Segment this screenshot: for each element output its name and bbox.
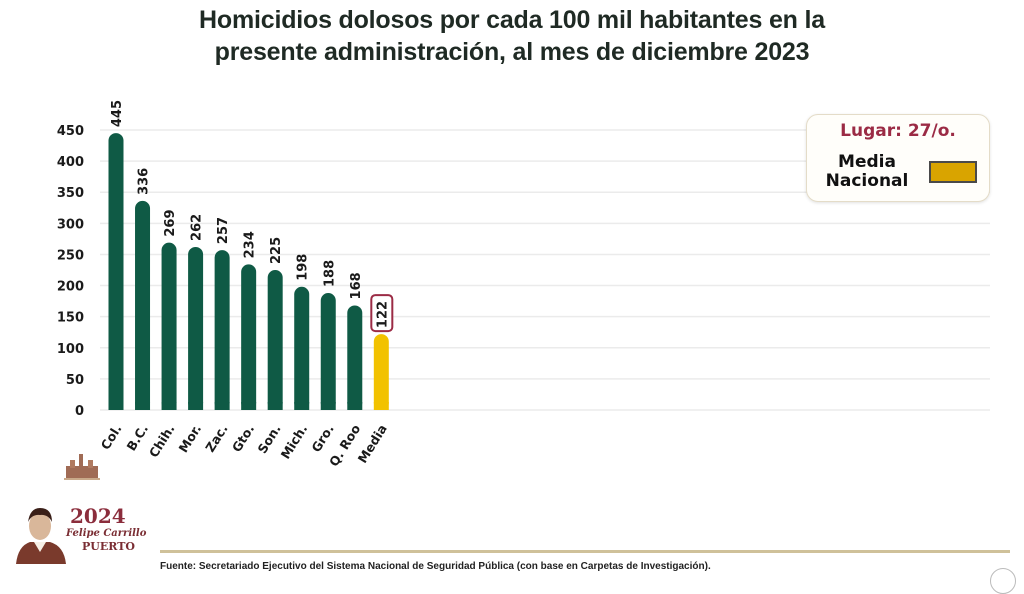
x-tick-label: Mor. [175,422,204,456]
value-label-group: 257 [216,217,231,244]
felipe-carrillo-puerto-logo: 2024 Felipe Carrillo PUERTO [10,500,150,570]
y-tick-label: 250 [57,248,84,263]
value-label: 445 [110,100,125,127]
bar-mich [294,286,310,410]
rank-label: Lugar: 27/o. [840,121,956,141]
chart-title-line1: Homicidios dolosos por cada 100 mil habi… [199,6,825,34]
bar-media [373,334,389,410]
bar-gro [320,293,336,410]
value-label-group: 445 [110,100,125,127]
bar-col [108,133,124,410]
value-label-group: 262 [190,214,205,241]
bar-bc [135,200,151,410]
x-tick-label: Col. [98,422,125,453]
value-label-group: 168 [349,272,364,299]
y-tick-label: 300 [57,217,84,232]
x-tick-label: Gto. [229,422,257,455]
value-label: 188 [322,260,337,287]
value-label: 122 [375,301,390,328]
chart-title-line2: presente administración, al mes de dicie… [214,38,810,66]
source-note: Fuente: Secretariado Ejecutivo del Siste… [160,561,711,572]
value-label: 269 [163,209,178,236]
value-label: 198 [296,254,311,281]
x-tick-label-group: Gto. [229,422,257,455]
bar-base [188,402,204,410]
bar-mor [188,246,204,410]
y-tick-label: 50 [66,373,84,388]
y-tick-label: 100 [57,342,84,357]
x-tick-label-group: Chih. [146,422,178,460]
x-tick-label: Mich. [278,422,311,462]
x-tick-label-group: Mor. [175,422,204,456]
bar-qroo [347,305,363,410]
value-highlight-box [370,294,394,333]
logo-puerto: PUERTO [82,540,135,553]
value-label-group: 234 [243,231,258,258]
y-tick-label: 400 [57,155,84,170]
x-tick-label-group: Zac. [202,422,230,455]
y-tick-label: 150 [57,311,84,326]
legend-label-line1: Media [838,152,896,172]
y-tick-label: 450 [57,124,84,139]
value-label: 262 [190,214,205,241]
bar-zac [214,250,230,410]
legend-box: Lugar: 27/o. Media Nacional [806,114,990,202]
bar-gto [241,264,257,410]
source-divider [160,550,1010,553]
y-tick-label: 0 [75,404,84,419]
bar-base [320,402,336,410]
x-tick-label: Chih. [146,422,178,460]
value-label-group: 269 [163,209,178,236]
x-tick-label: Zac. [202,422,230,455]
chart-title: Homicidios dolosos por cada 100 mil habi… [0,4,1024,68]
x-tick-label-group: Mich. [278,422,311,462]
portrait-icon [16,508,66,564]
value-label-group: 122 [370,294,394,333]
building-logo-icon [64,454,100,480]
watermark-icon [990,568,1016,594]
value-label: 257 [216,217,231,244]
value-label-group: 198 [296,254,311,281]
x-tick-label-group: Col. [98,422,125,453]
value-label: 225 [269,237,284,264]
value-label-group: 188 [322,260,337,287]
value-label-group: 225 [269,237,284,264]
bar-base [267,402,283,410]
y-tick-label: 350 [57,186,84,201]
logo-year: 2024 [70,504,126,528]
legend-label: Media Nacional [811,153,923,191]
bar-base [214,402,230,410]
bar-base [347,402,363,410]
bar-base [135,402,151,410]
bar-chih [161,242,177,410]
bar-base [294,402,310,410]
legend-swatch-media-nacional [929,161,977,183]
value-label: 168 [349,272,364,299]
y-tick-label: 200 [57,280,84,295]
bar-son [267,270,283,410]
value-label: 234 [243,231,258,258]
value-label-group: 336 [137,168,152,195]
legend-label-line2: Nacional [825,171,909,191]
logo-name: Felipe Carrillo [66,528,147,539]
bar-base [241,402,257,410]
value-label: 336 [137,168,152,195]
bar-base [108,402,124,410]
bar-base [161,402,177,410]
bar-base [373,402,389,410]
